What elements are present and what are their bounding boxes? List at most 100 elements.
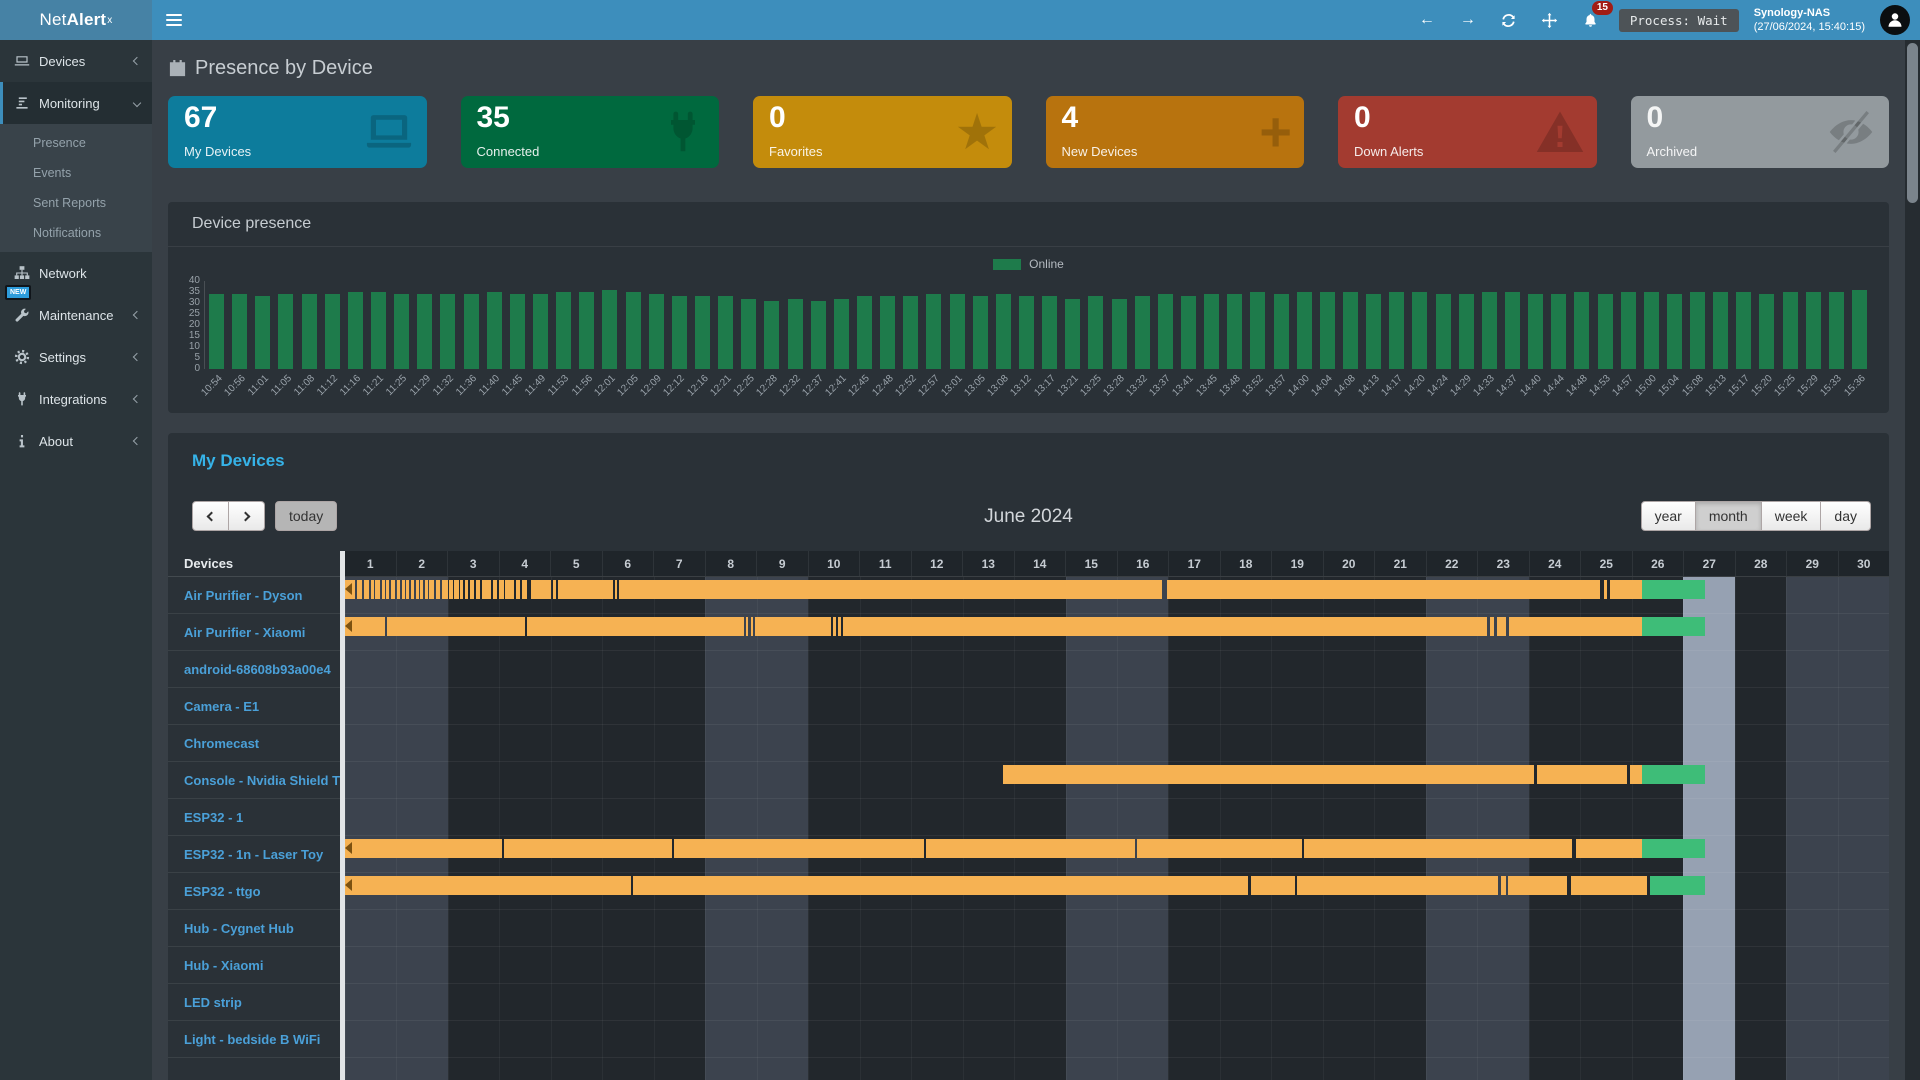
- day-header-cell[interactable]: 17: [1168, 551, 1220, 576]
- day-column[interactable]: [602, 577, 653, 1080]
- day-header-cell[interactable]: 29: [1786, 551, 1838, 576]
- device-name-link[interactable]: ESP32 - ttgo: [168, 873, 340, 910]
- day-header-cell[interactable]: 22: [1425, 551, 1478, 576]
- device-name-link[interactable]: ESP32 - 1: [168, 799, 340, 836]
- day-column[interactable]: [1322, 577, 1374, 1080]
- sidebar-item-settings[interactable]: Settings: [0, 336, 152, 378]
- back-arrow-icon[interactable]: ←: [1418, 11, 1435, 28]
- device-name-link[interactable]: Air Purifier - Dyson: [168, 577, 340, 614]
- day-header-cell[interactable]: 10: [807, 551, 860, 576]
- day-column[interactable]: [447, 577, 499, 1080]
- day-column[interactable]: [1837, 577, 1889, 1080]
- day-column[interactable]: [499, 577, 550, 1080]
- refresh-icon[interactable]: [1496, 7, 1522, 33]
- day-column[interactable]: [859, 577, 911, 1080]
- day-header-cell[interactable]: 5: [550, 551, 602, 576]
- scrollbar-thumb[interactable]: [1907, 43, 1918, 203]
- device-name-link[interactable]: LED strip: [168, 984, 340, 1021]
- sidebar-item-integrations[interactable]: Integrations: [0, 378, 152, 420]
- device-name-link[interactable]: android-68608b93a00e4: [168, 651, 340, 688]
- card-my-devices[interactable]: 67 My Devices: [168, 96, 427, 168]
- card-connected[interactable]: 35 Connected: [460, 96, 719, 168]
- calendar-prev-button[interactable]: [192, 501, 229, 531]
- day-column[interactable]: [1786, 577, 1838, 1080]
- device-name-link[interactable]: Air Purifier - Xiaomi: [168, 614, 340, 651]
- day-column[interactable]: [653, 577, 705, 1080]
- day-header-cell[interactable]: 23: [1477, 551, 1529, 576]
- sidebar-item-maintenance[interactable]: NEW Maintenance: [0, 285, 152, 336]
- device-name-link[interactable]: Camera - E1: [168, 688, 340, 725]
- notifications-bell-icon[interactable]: 15: [1578, 1, 1613, 33]
- card-archived[interactable]: 0 Archived: [1630, 96, 1889, 168]
- day-header-cell[interactable]: 18: [1219, 551, 1272, 576]
- day-header-cell[interactable]: 19: [1271, 551, 1323, 576]
- day-column[interactable]: [1580, 577, 1631, 1080]
- column-resizer[interactable]: [340, 551, 345, 1080]
- view-week-button[interactable]: week: [1761, 501, 1822, 531]
- sidebar-item-monitoring[interactable]: Monitoring: [0, 82, 152, 124]
- card-down-alerts[interactable]: 0 Down Alerts: [1338, 96, 1597, 168]
- day-column[interactable]: [962, 577, 1014, 1080]
- day-header-cell[interactable]: 27: [1683, 551, 1735, 576]
- day-header-cell[interactable]: 11: [859, 551, 911, 576]
- day-header-cell[interactable]: 3: [447, 551, 499, 576]
- day-column[interactable]: [911, 577, 962, 1080]
- device-name-link[interactable]: ESP32 - 1n - Laser Toy: [168, 836, 340, 873]
- day-header-cell[interactable]: 6: [601, 551, 654, 576]
- day-header-cell[interactable]: 9: [756, 551, 808, 576]
- view-month-button[interactable]: month: [1695, 501, 1762, 531]
- today-column[interactable]: [1683, 577, 1735, 1080]
- calendar-today-button[interactable]: today: [275, 501, 338, 531]
- day-header-cell[interactable]: 24: [1528, 551, 1581, 576]
- day-column[interactable]: [1219, 577, 1271, 1080]
- day-column[interactable]: [705, 577, 757, 1080]
- day-header-cell[interactable]: 25: [1580, 551, 1632, 576]
- sidebar-item-devices[interactable]: Devices: [0, 40, 152, 82]
- day-column[interactable]: [756, 577, 809, 1080]
- day-column[interactable]: [1374, 577, 1425, 1080]
- move-icon[interactable]: [1537, 7, 1563, 33]
- day-header-cell[interactable]: 1: [366, 557, 374, 571]
- day-column[interactable]: [808, 577, 859, 1080]
- sidebar-item-network[interactable]: Network: [0, 252, 152, 294]
- submenu-item-notifications[interactable]: Notifications: [33, 226, 102, 240]
- day-column[interactable]: [1271, 577, 1322, 1080]
- forward-arrow-icon[interactable]: →: [1459, 11, 1476, 28]
- day-header-cell[interactable]: 13: [962, 551, 1014, 576]
- day-column[interactable]: [1631, 577, 1683, 1080]
- view-day-button[interactable]: day: [1821, 501, 1871, 531]
- day-header-cell[interactable]: 7: [653, 551, 705, 576]
- device-name-link[interactable]: Light - bedside B WiFi: [168, 1021, 340, 1058]
- process-status-tag[interactable]: Process: Wait: [1618, 8, 1739, 32]
- chart-legend[interactable]: Online: [168, 247, 1889, 273]
- day-column[interactable]: [1117, 577, 1169, 1080]
- device-name-link[interactable]: Hub - Xiaomi: [168, 947, 340, 984]
- page-scrollbar[interactable]: [1905, 40, 1920, 1080]
- sidebar-toggle-button[interactable]: [152, 0, 196, 40]
- day-header-cell[interactable]: 4: [498, 551, 551, 576]
- device-name-link[interactable]: Console - Nvidia Shield T: [168, 762, 340, 799]
- day-column[interactable]: [345, 577, 397, 1080]
- day-header-cell[interactable]: 16: [1116, 551, 1169, 576]
- calendar-next-button[interactable]: [229, 501, 265, 531]
- day-header-cell[interactable]: 30: [1837, 551, 1890, 576]
- day-column[interactable]: [1014, 577, 1065, 1080]
- day-column[interactable]: [550, 577, 602, 1080]
- day-header-cell[interactable]: 2: [395, 551, 448, 576]
- day-header-cell[interactable]: 15: [1065, 551, 1117, 576]
- day-column[interactable]: [1168, 577, 1219, 1080]
- submenu-item-sent-reports[interactable]: Sent Reports: [33, 196, 106, 210]
- day-column[interactable]: [1477, 577, 1529, 1080]
- submenu-item-presence[interactable]: Presence: [33, 136, 86, 150]
- day-header-cell[interactable]: 20: [1322, 551, 1375, 576]
- day-header-cell[interactable]: 28: [1734, 551, 1787, 576]
- day-column[interactable]: [396, 577, 448, 1080]
- day-header-cell[interactable]: 14: [1013, 551, 1066, 576]
- day-column[interactable]: [1734, 577, 1786, 1080]
- card-new-devices[interactable]: 4 New Devices +: [1045, 96, 1304, 168]
- day-header-cell[interactable]: 26: [1631, 551, 1684, 576]
- submenu-item-events[interactable]: Events: [33, 166, 72, 180]
- app-logo[interactable]: Net Alert x: [0, 0, 152, 40]
- day-column[interactable]: [1528, 577, 1580, 1080]
- view-year-button[interactable]: year: [1640, 501, 1696, 531]
